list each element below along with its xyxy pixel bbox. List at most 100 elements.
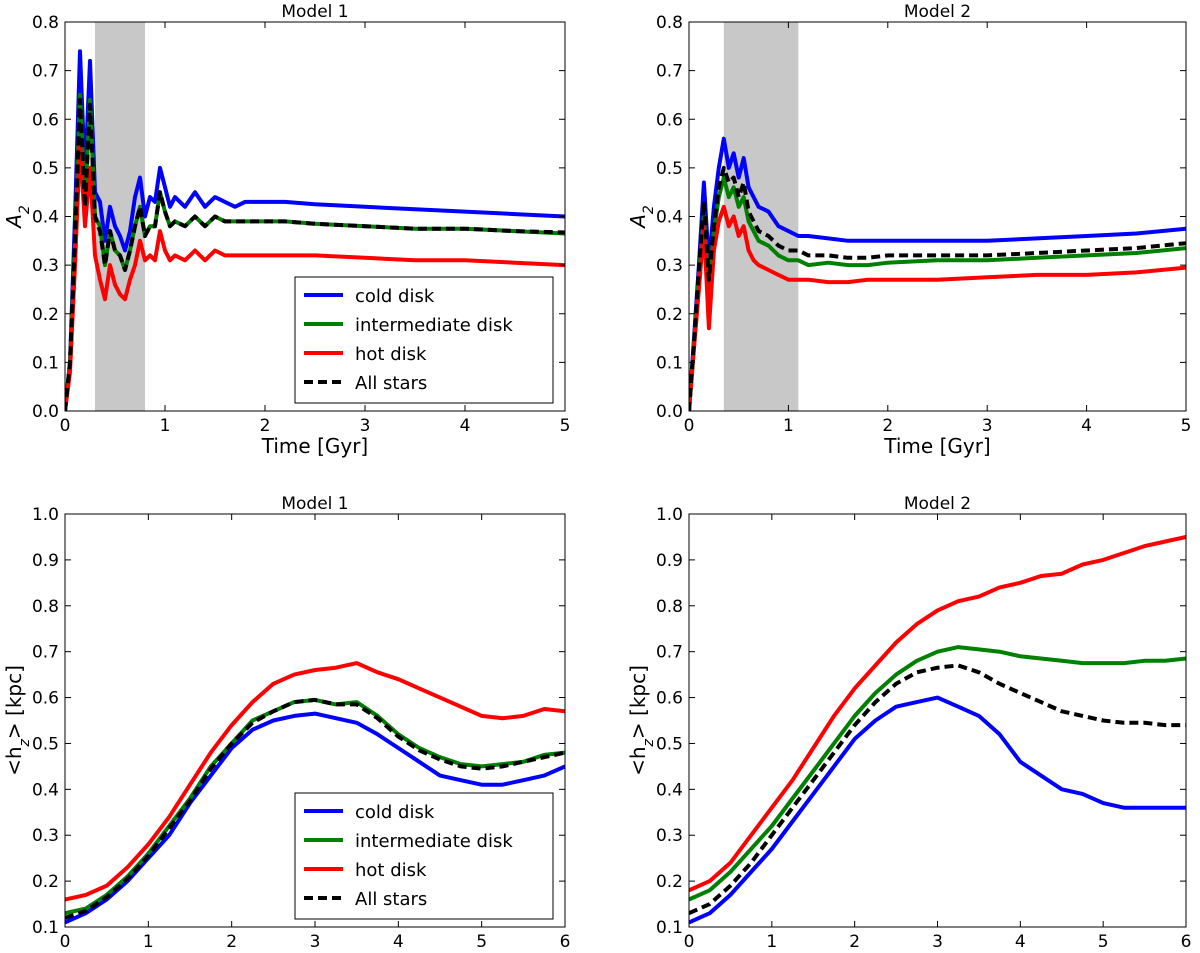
radius-model1-ytick-label: 0.3 — [32, 826, 59, 846]
time-model2-ytick-label: 0.5 — [656, 159, 683, 179]
radius-model1-xtick-label: 0 — [60, 932, 71, 948]
radius-model1-legend-label-cold: cold disk — [355, 802, 435, 823]
radius-model2-ytick-label: 0.2 — [656, 872, 683, 892]
time-model2-xtick-label: 5 — [1181, 416, 1192, 436]
radius-model1-ytick-label: 0.5 — [32, 734, 59, 754]
time-model1-ytick-label: 0.2 — [32, 305, 59, 325]
radius-model1-ylabel-main: <h — [2, 746, 26, 775]
time-model1-legend-label-cold: cold disk — [355, 286, 435, 307]
time-model2-ylabel: A2 — [626, 205, 657, 230]
radius-model1-ytick-label: 0.4 — [32, 780, 59, 800]
radius-model1-xtick-label: 3 — [310, 932, 321, 948]
time-model1-ytick-label: 0.7 — [32, 62, 59, 82]
time-model1-ylabel-subscript: 2 — [17, 205, 33, 214]
radius-model2-ytick-label: 0.3 — [656, 826, 683, 846]
radius-model2-ytick-label: 0.9 — [656, 551, 683, 571]
time-model1-ylabel: A2 — [2, 205, 33, 230]
radius-model2-xtick-label: 5 — [1098, 932, 1109, 948]
radius-model2-ytick-label: 0.7 — [656, 643, 683, 663]
radius-model1-xtick-label: 6 — [560, 932, 571, 948]
radius-model1-xtick-label: 1 — [143, 932, 154, 948]
radius-model2-ytick-label: 0.8 — [656, 597, 683, 617]
time-model2-panel: 0 1 2 3 4 5 0.0 0.1 0.2 0.3 0.4 0.5 0.6 0.7 0.8 Model 2… — [626, 2, 1191, 458]
time-model2-ytick-label: 0.2 — [656, 305, 683, 325]
time-model2-ytick-label: 0.6 — [656, 110, 683, 130]
time-model2-ytick-label: 0.7 — [656, 62, 683, 82]
radius-model1-panel: 0 1 2 3 4 5 6 0.1 0.2 0.3 0.4 0.5 0.6 0.7 0.8 0.9 1.0 Mod… — [2, 494, 571, 953]
radius-model1-xtick-label: 2 — [226, 932, 237, 948]
time-model1-xtick-label: 3 — [360, 416, 371, 436]
time-model2-ytick-label: 0.3 — [656, 256, 683, 276]
radius-model1-series-hot — [65, 661, 565, 902]
time-model1-ytick-label: 0.6 — [32, 110, 59, 130]
time-model2-ytick-label: 0.1 — [656, 353, 683, 373]
radius-model2-ylabel-main: <h — [626, 746, 650, 775]
radius-model2-ylabel-subscript: z — [641, 738, 657, 747]
time-model2-xtick-label: 3 — [982, 416, 993, 436]
time-model1-ytick-label: 0.0 — [32, 402, 59, 422]
time-model2-ytick-label: 0.0 — [656, 402, 683, 422]
radius-model2-xtick-label: 0 — [684, 932, 695, 948]
time-model1-ytick-label: 0.4 — [32, 208, 59, 228]
time-model2-ytick-label: 0.4 — [656, 208, 683, 228]
radius-model2-series-cold — [689, 695, 1186, 925]
radius-model2-ylabel: <hz> [kpc] — [626, 665, 657, 776]
radius-model2-ylabel-suffix: > [kpc] — [626, 665, 650, 739]
time-model1-legend: cold disk intermediate disk hot disk All st… — [294, 276, 554, 404]
radius-model1-ytick-label: 0.6 — [32, 689, 59, 709]
radius-model2-series-hot — [689, 534, 1186, 893]
time-model1-legend-label-intermediate: intermediate disk — [355, 315, 513, 336]
time-model2-shaded-region — [723, 22, 799, 411]
time-model1-xlabel: Time [Gyr] — [261, 434, 368, 458]
time-model1-legend-label-all: All stars — [355, 373, 427, 394]
radius-model1-ytick-label: 0.8 — [32, 597, 59, 617]
time-model1-title: Model 1 — [281, 2, 348, 22]
radius-model1-ylabel-subscript: z — [17, 738, 33, 747]
radius-model1-xtick-label: 4 — [393, 932, 404, 948]
radius-model2-ytick-label: 0.5 — [656, 734, 683, 754]
radius-model1-title: Model 1 — [281, 494, 348, 514]
radius-model1-xtick-label: 5 — [476, 932, 487, 948]
time-model2-xlabel: Time [Gyr] — [883, 434, 990, 458]
time-model1-panel: 0 1 2 3 4 5 0.0 0.1 0.2 0.3 0.4 0.5 0.6 0.7 0.8 Model 1… — [2, 2, 570, 458]
radius-model2-xtick-label: 1 — [766, 932, 777, 948]
time-model2-ylabel-subscript: 2 — [641, 205, 657, 214]
radius-model2-series-all — [689, 663, 1186, 916]
radius-model1-ytick-label: 1.0 — [32, 505, 59, 525]
radius-model1-legend-label-hot: hot disk — [355, 860, 427, 881]
radius-model2-title: Model 2 — [904, 494, 971, 514]
time-model2-ylabel-main: A — [626, 214, 650, 230]
time-model1-xtick-label: 2 — [260, 416, 271, 436]
radius-model2-series-intermediate — [689, 645, 1186, 902]
radius-model2-xtick-label: 4 — [1015, 932, 1026, 948]
time-model2-series-all — [689, 165, 1186, 411]
time-model1-xtick-label: 1 — [160, 416, 171, 436]
radius-model1-legend-label-intermediate: intermediate disk — [355, 831, 513, 852]
time-model1-ytick-label: 0.3 — [32, 256, 59, 276]
time-model1-xtick-label: 4 — [460, 416, 471, 436]
time-model1-series-hot — [65, 141, 565, 411]
radius-model2-ytick-label: 0.4 — [656, 780, 683, 800]
time-model1-ylabel-main: A — [2, 214, 26, 230]
radius-model1-legend: cold disk intermediate disk hot disk All st… — [294, 792, 554, 920]
radius-model2-xtick-label: 3 — [932, 932, 943, 948]
radius-model1-ytick-label: 0.7 — [32, 643, 59, 663]
radius-model1-ytick-label: 0.9 — [32, 551, 59, 571]
time-model1-xtick-label: 5 — [560, 416, 571, 436]
radius-model1-series-all — [65, 697, 565, 920]
radius-model1-ylabel-suffix: > [kpc] — [2, 665, 26, 739]
time-model1-series-all — [65, 97, 565, 411]
time-model2-series-cold — [689, 136, 1186, 411]
radius-model2-ytick-label: 0.6 — [656, 689, 683, 709]
time-model2-xtick-label: 0 — [684, 416, 695, 436]
radius-model1-ytick-label: 0.2 — [32, 872, 59, 892]
radius-model1-legend-label-all: All stars — [355, 889, 427, 910]
time-model1-legend-label-hot: hot disk — [355, 344, 427, 365]
radius-model1-ytick-label: 0.1 — [32, 918, 59, 938]
time-model1-ytick-label: 0.1 — [32, 353, 59, 373]
radius-model2-xtick-label: 6 — [1181, 932, 1192, 948]
time-model2-xtick-label: 4 — [1081, 416, 1092, 436]
time-model2-xtick-label: 1 — [783, 416, 794, 436]
radius-model2-xtick-label: 2 — [849, 932, 860, 948]
